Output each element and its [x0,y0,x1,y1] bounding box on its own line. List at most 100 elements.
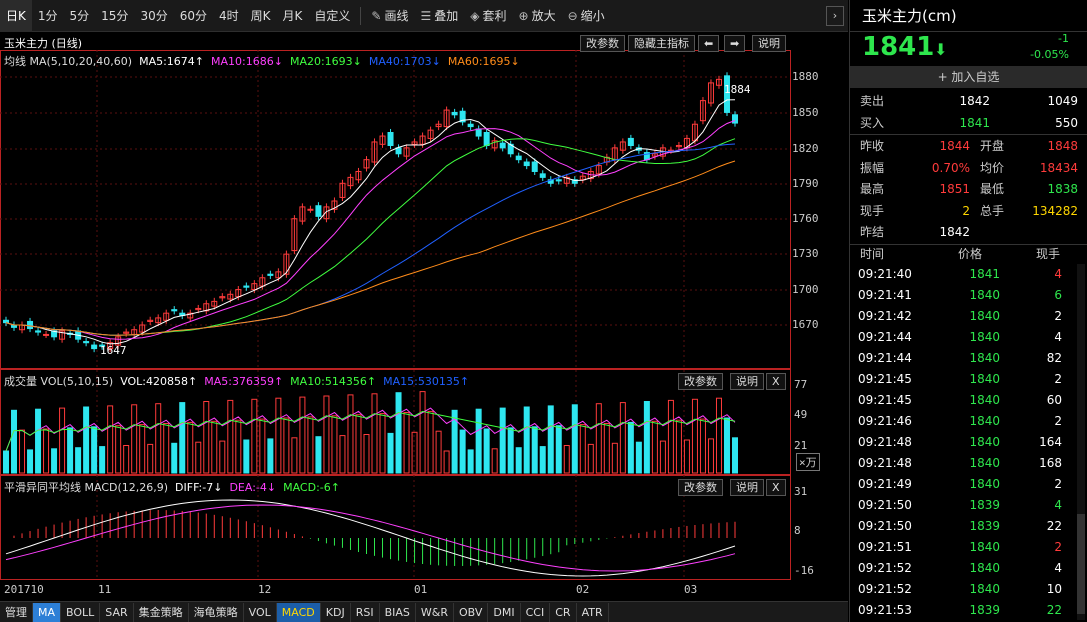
layers-button[interactable]: ☰ 叠加 [414,0,464,32]
scrollbar-thumb[interactable] [1077,514,1085,614]
macd-tick: -16 [794,564,814,577]
vol-help-button[interactable]: 说明 [730,373,764,390]
volume-bar [699,418,706,474]
tick-row: 09:21:45 1840 2 [850,369,1075,390]
period-7[interactable]: 周K [250,8,271,23]
zoom-out-button[interactable]: ⊖ 缩小 [562,0,611,32]
volume-bar [67,427,74,474]
ma10-value: MA10:1686↓ [211,55,283,68]
candle-body [619,141,626,151]
hide-indicator-button[interactable]: 隐藏主指标 [628,35,695,52]
volume-bar [283,417,290,474]
tick-price: 1840 [969,393,1000,407]
volume-bar [643,401,650,474]
indicator-12[interactable]: OBV [454,602,489,622]
volume-bar [691,398,698,474]
indicator-3[interactable]: SAR [100,602,134,622]
scroll-right-button[interactable]: ➡ [724,35,746,52]
stat-label: 昨结 [860,225,885,239]
tick-price: 1840 [969,330,1000,344]
candle-body [427,129,434,139]
volume-bar [155,403,162,474]
candle-body [732,114,738,124]
indicator-7[interactable]: MACD [276,602,321,622]
volume-bar [707,438,714,474]
period-9[interactable]: 自定义 [314,8,351,23]
expand-panel-button[interactable]: › [826,6,844,26]
period-0[interactable]: 日K [0,0,32,32]
high-price-label: 1884 [724,83,751,96]
period-3[interactable]: 15分 [101,8,129,23]
volume-bar [51,448,58,474]
indicator-10[interactable]: BIAS [380,602,416,622]
candle-body [227,293,234,300]
sell-price: 1842 [959,94,990,108]
chart-area[interactable]: 玉米主力 (日线) 改参数 隐藏主指标 ⬅ ➡ 说明 均线 MA(5,10,20… [0,33,848,600]
period-8[interactable]: 月K [282,8,303,23]
period-1[interactable]: 1分 [37,8,58,23]
volume-bar [732,437,738,474]
zoom-out-icon: ⊖ [567,8,578,23]
volume-bar [531,426,538,474]
scroll-left-button[interactable]: ⬅ [698,35,720,52]
indicator-8[interactable]: KDJ [321,602,351,622]
tool-label: 放大 [531,8,556,23]
indicator-0[interactable]: 管理 [0,602,33,622]
period-2[interactable]: 5分 [69,8,90,23]
chart-canvas[interactable] [0,33,848,600]
add-watchlist-button[interactable]: + 加入自选 [850,66,1087,88]
price-tick: 1790 [792,177,819,190]
main-params-button[interactable]: 改参数 [580,35,625,52]
period-4[interactable]: 30分 [140,8,168,23]
indicator-16[interactable]: ATR [577,602,609,622]
indicator-11[interactable]: W&R [416,602,454,622]
tick-scrollbar[interactable] [1077,264,1085,620]
tick-volume: 164 [1039,435,1062,449]
indicator-9[interactable]: RSI [351,602,380,622]
indicator-14[interactable]: CCI [521,602,551,622]
candle-body [123,331,130,334]
vol-params-button[interactable]: 改参数 [678,373,723,390]
macd-close-button[interactable]: X [766,479,786,496]
indicator-1[interactable]: MA [33,602,62,622]
volume-bar [227,399,234,474]
volume-unit: ×万 [796,453,820,471]
candle-body [275,271,282,279]
volume-bar [131,404,138,474]
macd-params-button[interactable]: 改参数 [678,479,723,496]
tick-volume: 60 [1046,393,1062,407]
pencil-button[interactable]: ✎ 画线 [365,0,414,32]
indicator-5[interactable]: 海龟策略 [189,602,244,622]
volume-bar [627,421,634,474]
volume-bar [339,435,346,474]
macd-help-button[interactable]: 说明 [730,479,764,496]
stat-value: 1848 [1047,139,1078,153]
tick-time: 09:21:50 [858,498,912,512]
vol-value: VOL:420858↑ [120,375,198,388]
volume-bar [195,441,202,474]
volume-bar [331,415,338,474]
candle-body [371,141,378,163]
candle-body [315,205,322,217]
indicator-6[interactable]: VOL [244,602,277,622]
indicator-4[interactable]: 集金策略 [134,602,189,622]
date-tick: 201710 [4,583,44,596]
period-6[interactable]: 4时 [219,8,239,23]
sell-label: 卖出 [860,94,885,108]
stat-label: 均价 [980,160,1005,175]
candle-body [283,253,290,275]
indicator-13[interactable]: DMI [488,602,521,622]
indicator-2[interactable]: BOLL [61,602,101,622]
indicator-15[interactable]: CR [550,602,577,622]
zoom-in-button[interactable]: ⊕ 放大 [513,0,562,32]
candle-body [379,135,386,145]
volume-frame [0,369,791,475]
candle-body [323,206,330,220]
period-5[interactable]: 60分 [179,8,207,23]
vol-close-button[interactable]: X [766,373,786,390]
stat-label: 总手 [980,203,1005,218]
arbitrage-button[interactable]: ◈ 套利 [464,0,512,32]
volume-bar [491,448,498,474]
main-help-button[interactable]: 说明 [752,35,786,52]
candle-body [155,317,162,324]
